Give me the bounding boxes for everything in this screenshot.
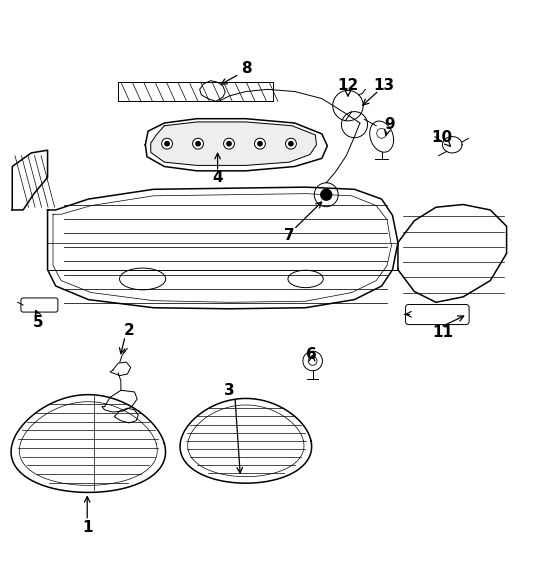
Ellipse shape [288,270,323,288]
FancyBboxPatch shape [406,304,469,324]
Polygon shape [118,82,273,101]
Text: 7: 7 [284,228,295,243]
Polygon shape [341,112,367,138]
Text: 4: 4 [212,170,223,185]
Ellipse shape [120,268,166,290]
Polygon shape [370,121,394,152]
Circle shape [289,141,293,146]
Polygon shape [333,90,363,121]
Circle shape [286,138,296,149]
Text: 3: 3 [224,383,235,398]
Polygon shape [12,150,48,210]
Polygon shape [151,122,317,165]
Text: 8: 8 [242,61,252,76]
Circle shape [196,141,200,146]
Polygon shape [48,187,398,309]
Text: 2: 2 [124,323,134,338]
Text: 13: 13 [373,78,394,93]
Circle shape [254,138,265,149]
Polygon shape [145,118,327,171]
Circle shape [377,129,387,138]
Polygon shape [398,205,507,302]
Polygon shape [110,362,130,376]
Text: 9: 9 [384,117,395,132]
Circle shape [223,138,234,149]
Text: 10: 10 [431,130,452,145]
Polygon shape [114,408,138,423]
Circle shape [227,141,231,146]
Text: 12: 12 [337,78,359,93]
Circle shape [303,351,323,371]
Circle shape [193,138,204,149]
Text: 6: 6 [306,347,316,362]
Polygon shape [200,81,225,101]
Circle shape [258,141,262,146]
Circle shape [165,141,169,146]
Text: 1: 1 [82,520,92,535]
Polygon shape [11,395,165,492]
Text: 11: 11 [432,325,453,340]
Polygon shape [442,137,462,153]
FancyBboxPatch shape [21,298,58,312]
Polygon shape [180,399,312,483]
Circle shape [314,183,338,206]
Text: 5: 5 [33,315,44,331]
Circle shape [321,189,331,200]
Circle shape [162,138,173,149]
Circle shape [308,356,317,366]
Polygon shape [102,390,137,412]
